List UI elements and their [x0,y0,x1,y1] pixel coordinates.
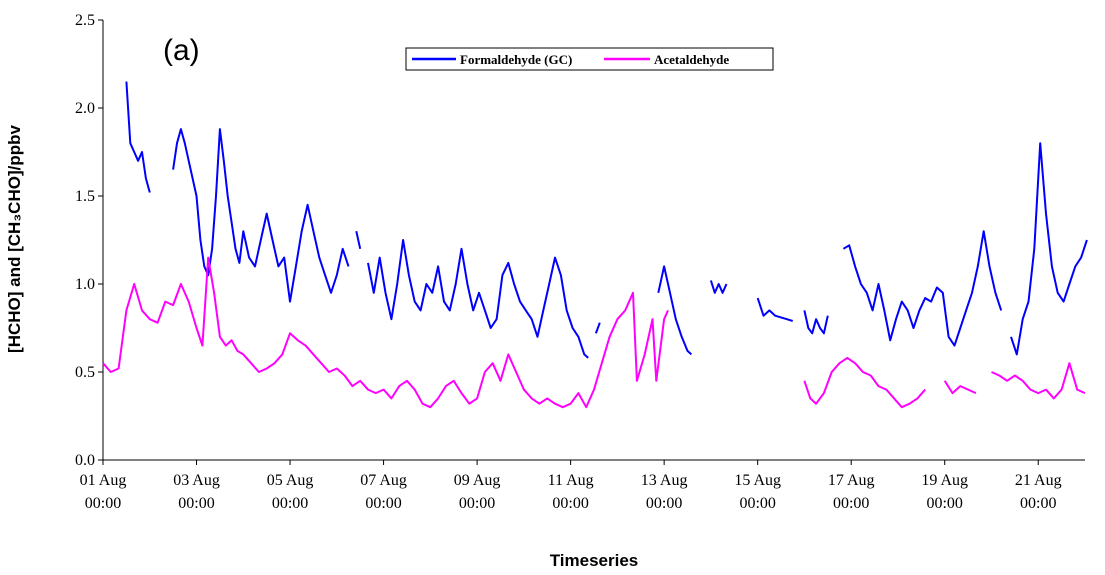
y-tick-label: 0.0 [75,452,95,469]
series-line-segment [172,128,350,303]
x-tick-label-date: 03 Aug [173,472,220,489]
legend-label-acetaldehyde: Acetaldehyde [654,52,729,67]
series-line-segment [1010,142,1088,356]
series-line-segment [355,230,362,250]
x-tick-label-date: 17 Aug [828,472,875,489]
x-tick-label-date: 09 Aug [454,472,501,489]
series-line-segment [803,310,829,335]
series-line-segment [594,322,601,334]
x-tick-label-date: 11 Aug [548,472,594,489]
x-tick-label-time: 00:00 [178,495,214,512]
series-line-segment [842,230,1003,347]
x-tick-label-time: 00:00 [926,495,962,512]
series-line-segment [803,356,926,409]
x-tick-label-date: 19 Aug [921,472,968,489]
x-tick-label-time: 00:00 [646,495,682,512]
x-tick-label-date: 15 Aug [734,472,781,489]
series-line-segment [125,81,151,193]
legend: Formaldehyde (GC) Acetaldehyde [405,47,774,71]
legend-box [405,47,774,71]
series-layer [102,81,1088,409]
x-tick-label-time: 00:00 [459,495,495,512]
x-tick-label-time: 00:00 [552,495,588,512]
x-tick-label-date: 21 Aug [1015,472,1062,489]
x-tick-label-date: 05 Aug [267,472,314,489]
y-axis: 0.0 0.5 1.0 1.5 2.0 2.5 [75,12,104,469]
x-tick-label-date: 01 Aug [80,472,127,489]
series-line-segment [756,297,793,322]
y-tick-label: 1.0 [75,276,95,293]
x-axis: 01 Aug 00:00 03 Aug 00:00 05 Aug 00:00 07 Aug 0… [80,459,1085,512]
x-tick-label-time: 00:00 [833,495,869,512]
x-tick-label-date: 13 Aug [641,472,688,489]
x-tick-label-date: 07 Aug [360,472,407,489]
y-axis-title: [HCHO] and [CH₃CHO]/ppbv [5,125,24,353]
series-formaldehyde-gc [125,81,1088,359]
series-acetaldehyde [102,256,1086,409]
series-line-segment [943,380,977,395]
x-tick-label-time: 00:00 [365,495,401,512]
panel-label: (a) [163,34,200,67]
series-line-segment [709,280,728,294]
series-line-segment [102,256,669,409]
x-axis-title: Timeseries [550,551,639,570]
y-tick-label: 0.5 [75,364,95,381]
x-tick-label-time: 00:00 [1020,495,1056,512]
legend-label-formaldehyde: Formaldehyde (GC) [460,52,572,67]
x-tick-label-time: 00:00 [272,495,308,512]
y-tick-label: 2.5 [75,12,95,29]
y-tick-label: 2.0 [75,100,95,117]
x-tick-label-time: 00:00 [85,495,121,512]
y-tick-label: 1.5 [75,188,95,205]
x-tick-label-time: 00:00 [739,495,775,512]
series-line-segment [367,239,589,359]
series-line-segment [991,362,1086,400]
series-line-segment [657,265,693,356]
